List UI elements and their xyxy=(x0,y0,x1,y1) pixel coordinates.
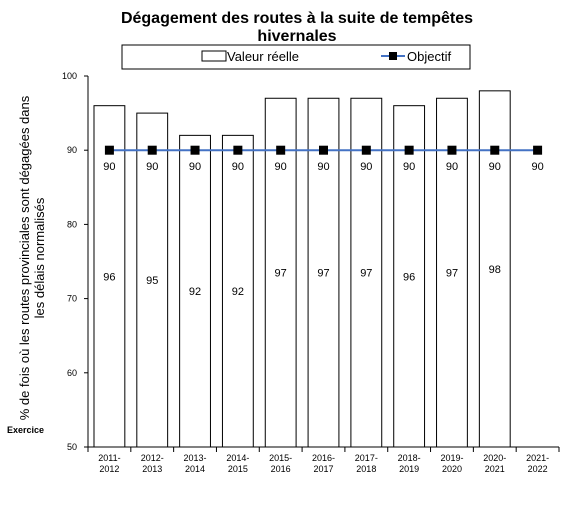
y-tick-label: 60 xyxy=(67,368,77,378)
target-value-label: 90 xyxy=(232,161,244,173)
target-marker xyxy=(533,145,543,155)
target-marker xyxy=(276,145,286,155)
y-tick-label: 90 xyxy=(67,145,77,155)
legend-label-objectif: Objectif xyxy=(407,49,451,64)
target-value-label: 90 xyxy=(189,161,201,173)
x-tick-label-line-1: 2019- xyxy=(440,453,463,463)
target-marker xyxy=(361,145,371,155)
target-marker xyxy=(490,145,500,155)
target-marker xyxy=(190,145,200,155)
x-axis-title: Exercice xyxy=(7,425,44,435)
plot-area: 50607080901002011-20122012-20132013-2014… xyxy=(62,71,560,474)
x-tick-label-line-2: 2016 xyxy=(271,464,291,474)
chart-title-line-2: hivernales xyxy=(257,28,336,45)
target-value-label: 90 xyxy=(446,161,458,173)
target-value-label: 90 xyxy=(403,161,415,173)
y-tick-label: 50 xyxy=(67,442,77,452)
target-value-label: 90 xyxy=(146,161,158,173)
y-axis-title: % de fois où les routes provinciales son… xyxy=(17,95,47,420)
x-tick-label-line-1: 2014- xyxy=(226,453,249,463)
bar xyxy=(393,105,426,448)
bar-value-label: 97 xyxy=(446,268,458,280)
bar-value-label: 97 xyxy=(275,268,287,280)
bar-value-label: 97 xyxy=(317,268,329,280)
target-value-label: 90 xyxy=(317,161,329,173)
bar xyxy=(264,97,297,448)
legend: Valeur réelle Objectif xyxy=(121,44,471,70)
bar xyxy=(350,97,383,448)
y-tick-label: 70 xyxy=(67,294,77,304)
x-tick-label-line-1: 2015- xyxy=(269,453,292,463)
x-tick-label-line-2: 2017 xyxy=(313,464,333,474)
bar xyxy=(93,105,126,448)
bar-value-label: 97 xyxy=(360,268,372,280)
x-tick-label-line-1: 2012- xyxy=(141,453,164,463)
bar xyxy=(436,97,468,448)
bar-value-label: 96 xyxy=(403,271,415,283)
bar-value-label: 95 xyxy=(146,275,158,287)
x-tick-label-line-1: 2011- xyxy=(98,453,120,463)
y-tick-label: 100 xyxy=(62,71,77,81)
chart-title-line-1: Dégagement des routes à la suite de temp… xyxy=(121,10,473,27)
legend-marker-swatch xyxy=(389,52,397,60)
x-tick-label-line-2: 2019 xyxy=(399,464,419,474)
bar xyxy=(179,134,211,448)
x-tick-label-line-2: 2012 xyxy=(99,464,119,474)
x-tick-label-line-2: 2020 xyxy=(442,464,462,474)
target-value-label: 90 xyxy=(489,161,501,173)
bar-value-label: 98 xyxy=(489,264,501,276)
target-value-label: 90 xyxy=(531,161,543,173)
x-tick-label-line-1: 2020- xyxy=(483,453,506,463)
x-tick-label-line-1: 2013- xyxy=(184,453,207,463)
bar-value-label: 92 xyxy=(189,286,201,298)
bar xyxy=(307,97,340,448)
x-tick-label-line-2: 2015 xyxy=(228,464,248,474)
target-marker xyxy=(104,145,114,155)
legend-label-valeur-reelle: Valeur réelle xyxy=(227,49,299,64)
x-tick-label-line-2: 2018 xyxy=(356,464,376,474)
x-tick-label-line-2: 2022 xyxy=(528,464,548,474)
x-tick-label-line-1: 2021- xyxy=(526,453,549,463)
target-value-label: 90 xyxy=(103,161,115,173)
target-value-label: 90 xyxy=(360,161,372,173)
y-axis-title-line-2: les délais normalisés xyxy=(32,197,47,318)
y-axis-title-line-1: % de fois où les routes provinciales son… xyxy=(17,95,32,420)
x-tick-label-line-1: 2016- xyxy=(312,453,335,463)
x-tick-label-line-1: 2018- xyxy=(398,453,421,463)
target-marker xyxy=(404,145,414,155)
target-marker xyxy=(233,145,243,155)
x-tick-label-line-2: 2014 xyxy=(185,464,205,474)
target-marker xyxy=(319,145,328,155)
bar xyxy=(136,112,169,448)
bar-value-label: 96 xyxy=(103,271,115,283)
legend-bar-swatch xyxy=(201,50,227,62)
y-tick-label: 80 xyxy=(67,219,77,229)
x-tick-label-line-1: 2017- xyxy=(355,453,378,463)
bar xyxy=(221,134,254,448)
target-value-label: 90 xyxy=(275,161,287,173)
x-tick-label-line-2: 2021 xyxy=(485,464,505,474)
legend-box xyxy=(121,44,471,70)
target-marker xyxy=(147,145,157,155)
bar-value-label: 92 xyxy=(232,286,244,298)
x-tick-label-line-2: 2013 xyxy=(142,464,162,474)
target-marker xyxy=(447,145,457,155)
